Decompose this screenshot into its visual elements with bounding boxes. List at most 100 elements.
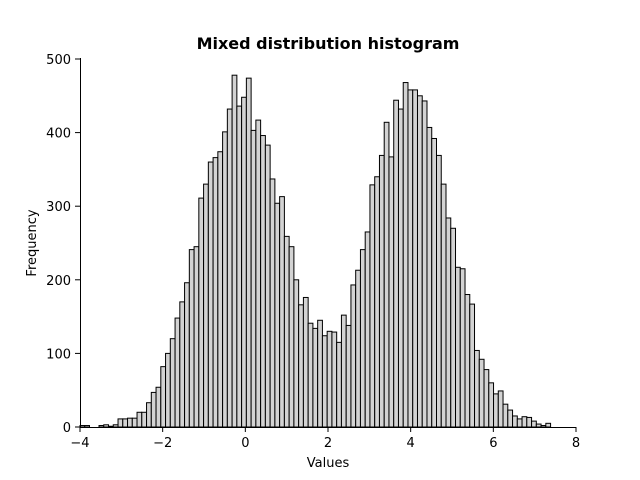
histogram-bar [188,249,195,428]
histogram-bar [540,425,547,428]
histogram-bar [321,335,328,428]
histogram-bar [169,338,176,428]
histogram-bar [431,137,437,428]
histogram-bar [222,131,228,428]
x-tick-label: −4 [70,436,89,451]
histogram-bar [364,231,371,428]
histogram-bar [393,99,399,428]
histogram-bar [502,403,509,428]
histogram-bar [474,349,480,428]
histogram-bar [355,269,361,428]
x-axis-ticks: −4 −2 0 2 4 6 8 [70,427,580,451]
histogram-bar [535,423,542,428]
histogram-bar [212,157,219,428]
y-tick-label: 0 [63,421,71,436]
histogram-bar [108,425,114,428]
histogram-bar [207,161,214,428]
histogram-bar [459,268,466,428]
histogram-bar [112,424,119,428]
histogram-bar [174,317,181,428]
y-tick-label: 100 [46,347,71,362]
histogram-bar [526,416,533,428]
histogram-bars [79,74,552,428]
histogram-bar [179,301,186,428]
histogram-bar [184,282,190,428]
x-tick-label: −2 [153,436,172,451]
histogram-bar [345,324,352,428]
histogram-bar [255,119,262,428]
histogram-bar [359,249,366,428]
histogram-bar [141,411,148,428]
chart-title: Mixed distribution histogram [197,34,460,53]
histogram-bar [279,196,285,428]
histogram-bar [426,126,433,428]
histogram-bar [374,176,380,428]
histogram-bar [483,369,490,428]
x-tick-label: 6 [489,436,497,451]
histogram-bar [226,108,233,428]
histogram-bar [350,284,357,428]
histogram-bar [436,154,442,428]
histogram-bar [217,151,224,428]
histogram-bar [260,135,266,428]
histogram-bar [165,352,171,428]
histogram-bar [131,417,138,428]
histogram-bar [545,422,552,428]
histogram-bar [302,296,309,428]
histogram-bar [155,386,162,428]
histogram-bar [293,279,300,428]
histogram-bar [117,418,124,428]
histogram-bar [283,235,290,428]
histogram-bar [402,82,409,428]
histogram-bar [440,183,447,428]
x-tick-label: 2 [324,436,332,451]
y-tick-label: 200 [46,274,71,289]
histogram-bar [421,100,428,428]
y-tick-label: 500 [46,53,71,68]
x-tick-label: 8 [572,436,580,451]
histogram-bar [122,418,129,428]
y-tick-label: 400 [46,127,71,142]
histogram-bar [245,77,252,428]
histogram-bar [331,331,338,428]
histogram-bar [450,227,457,428]
histogram-bar [146,402,152,428]
histogram-bar [127,417,133,428]
histogram-bar [340,314,347,428]
histogram-bar [198,197,205,428]
histogram-bar [307,322,314,428]
histogram-bar [98,425,105,428]
histogram-bar [516,418,523,428]
histogram-bar [84,425,90,428]
histogram-bar [274,202,281,428]
histogram-bar [136,411,143,428]
histogram-bar [531,420,537,428]
histogram-bar [103,424,110,428]
histogram-bar [193,246,200,428]
histogram-bar [416,95,423,428]
histogram-bar [521,416,528,428]
y-tick-label: 300 [46,200,71,215]
histogram-bar [493,393,499,428]
histogram-bar [150,391,157,428]
histogram-bar [378,154,385,428]
histogram-bar [241,96,247,428]
histogram-bar [445,217,452,428]
histogram-bar [407,89,414,428]
histogram-bar [160,366,167,428]
histogram-bar [397,108,404,428]
histogram-bar [497,390,504,428]
histogram-bar [298,304,304,428]
y-axis-label: Frequency [25,209,40,276]
y-axis-ticks: 0 100 200 300 400 500 [46,53,80,436]
histogram-bar [388,156,395,428]
histogram-bar [336,341,342,428]
histogram-bar [203,183,209,428]
histogram-bar [269,178,276,428]
histogram-bar [383,121,390,428]
histogram-bar [326,330,333,428]
histogram-bar [512,415,518,428]
histogram-bar [317,319,323,428]
histogram-bar [288,246,295,428]
histogram-bar [488,382,495,428]
